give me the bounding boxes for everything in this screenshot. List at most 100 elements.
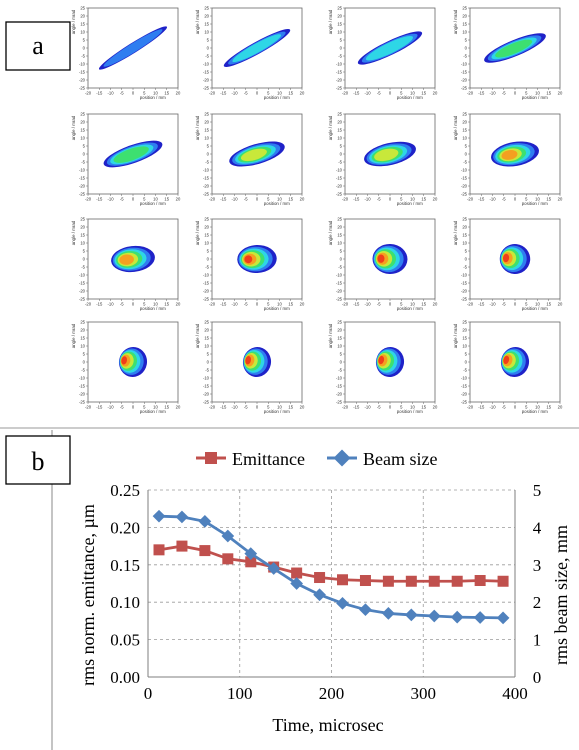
- y-tick-label: -10: [461, 376, 468, 381]
- y-tick-label: -15: [203, 384, 210, 389]
- y-tick-label: -15: [336, 70, 343, 75]
- y-tick-label: 15: [204, 336, 209, 341]
- x-tick-label: -10: [364, 405, 371, 410]
- point-emittance: [382, 575, 394, 587]
- x-tick-label: -20: [85, 197, 92, 202]
- y-tick-label: 25: [462, 217, 467, 222]
- x-tick-label: 20: [433, 302, 438, 307]
- y-tick-label: 20: [80, 225, 85, 230]
- x-tick-label: 5: [143, 302, 146, 307]
- y-tick-label: 20: [204, 225, 209, 230]
- y-tick-label: -5: [463, 265, 467, 270]
- y-tick-label: 25: [462, 6, 467, 11]
- y-tick-label: 0: [83, 360, 86, 365]
- x-tick-label: -15: [96, 405, 103, 410]
- density-contour: [495, 39, 533, 58]
- y-tick-label: 15: [80, 128, 85, 133]
- y-tick-label: -5: [205, 368, 209, 373]
- y-tick-label: -10: [336, 376, 343, 381]
- y-tick-label: 20: [337, 120, 342, 125]
- x-axis-title: position / mm: [397, 95, 423, 100]
- x-tick-label: 10: [535, 405, 540, 410]
- y-axis-title: angle / mrad: [195, 9, 200, 34]
- y-tick-label: 10: [80, 344, 85, 349]
- y-tick-label: -15: [461, 70, 468, 75]
- x-tick-label: 300: [411, 684, 437, 703]
- y-tick-label: 15: [80, 336, 85, 341]
- y-tick-label: 0: [340, 152, 343, 157]
- left-tick-label: 0.25: [110, 481, 140, 500]
- y-axis-title: angle / mrad: [71, 220, 76, 245]
- y-tick-label: 5: [207, 352, 210, 357]
- y-tick-label: -10: [336, 168, 343, 173]
- y-tick-label: 5: [465, 249, 468, 254]
- x-tick-label: -5: [377, 91, 381, 96]
- left-tick-label: 0.00: [110, 668, 140, 687]
- y-axis-title: angle / mrad: [328, 9, 333, 34]
- x-tick-label: 15: [288, 197, 293, 202]
- x-axis-title: position / mm: [140, 306, 166, 311]
- y-tick-label: -5: [81, 54, 85, 59]
- chart-series: [152, 509, 510, 625]
- y-tick-label: -25: [336, 86, 343, 91]
- x-tick-label: 20: [300, 91, 305, 96]
- panel-a-label: a: [32, 31, 44, 60]
- x-tick-label: 0: [256, 302, 259, 307]
- y-tick-label: 10: [80, 241, 85, 246]
- y-tick-label: 5: [340, 249, 343, 254]
- x-tick-label: 0: [132, 405, 135, 410]
- y-tick-label: 15: [80, 22, 85, 27]
- x-tick-label: -10: [489, 405, 496, 410]
- x-tick-label: 15: [421, 197, 426, 202]
- y-tick-label: -15: [203, 281, 210, 286]
- y-tick-label: 0: [207, 152, 210, 157]
- left-axis-ticks: 0.00 0.05 0.10 0.15 0.20 0.25: [110, 481, 140, 687]
- y-tick-label: 25: [204, 6, 209, 11]
- y-tick-label: 10: [80, 30, 85, 35]
- x-axis-title: position / mm: [522, 306, 548, 311]
- x-tick-label: -5: [377, 197, 381, 202]
- y-tick-label: 20: [337, 14, 342, 19]
- y-tick-label: -10: [336, 62, 343, 67]
- y-tick-label: 10: [462, 30, 467, 35]
- x-tick-label: -10: [364, 302, 371, 307]
- y-tick-label: 10: [462, 241, 467, 246]
- series-line-emittance: [158, 544, 504, 583]
- y-axis-right-title: rms beam size, mm: [551, 525, 571, 665]
- y-tick-label: 5: [83, 249, 86, 254]
- density-blob: [98, 26, 168, 70]
- x-tick-label: 20: [300, 197, 305, 202]
- density-contour: [365, 36, 413, 61]
- x-tick-label: 20: [558, 302, 563, 307]
- x-axis-title: position / mm: [522, 409, 548, 414]
- y-tick-label: -20: [203, 78, 210, 83]
- density-contour: [240, 148, 267, 162]
- panel-b-label-box: [5, 435, 71, 485]
- point-emittance: [497, 575, 509, 587]
- y-tick-label: 25: [337, 217, 342, 222]
- x-tick-label: -15: [220, 91, 227, 96]
- x-tick-label: 0: [132, 302, 135, 307]
- y-tick-label: -20: [79, 78, 86, 83]
- y-tick-label: -15: [336, 384, 343, 389]
- y-tick-label: 0: [83, 46, 86, 51]
- x-tick-label: 20: [176, 302, 181, 307]
- x-tick-label: -5: [244, 405, 248, 410]
- point-emittance: [359, 575, 371, 587]
- x-tick-label: 10: [410, 302, 415, 307]
- x-tick-label: -10: [489, 302, 496, 307]
- x-tick-label: 5: [143, 91, 146, 96]
- x-tick-label: 15: [546, 302, 551, 307]
- y-tick-label: 0: [465, 257, 468, 262]
- right-tick-label: 1: [533, 631, 542, 650]
- x-tick-label: 10: [277, 91, 282, 96]
- x-tick-label: 0: [514, 197, 517, 202]
- density-blob: [500, 347, 530, 377]
- panel-b-label: b: [32, 447, 45, 476]
- x-tick-label: 20: [176, 405, 181, 410]
- x-tick-label: 5: [525, 405, 528, 410]
